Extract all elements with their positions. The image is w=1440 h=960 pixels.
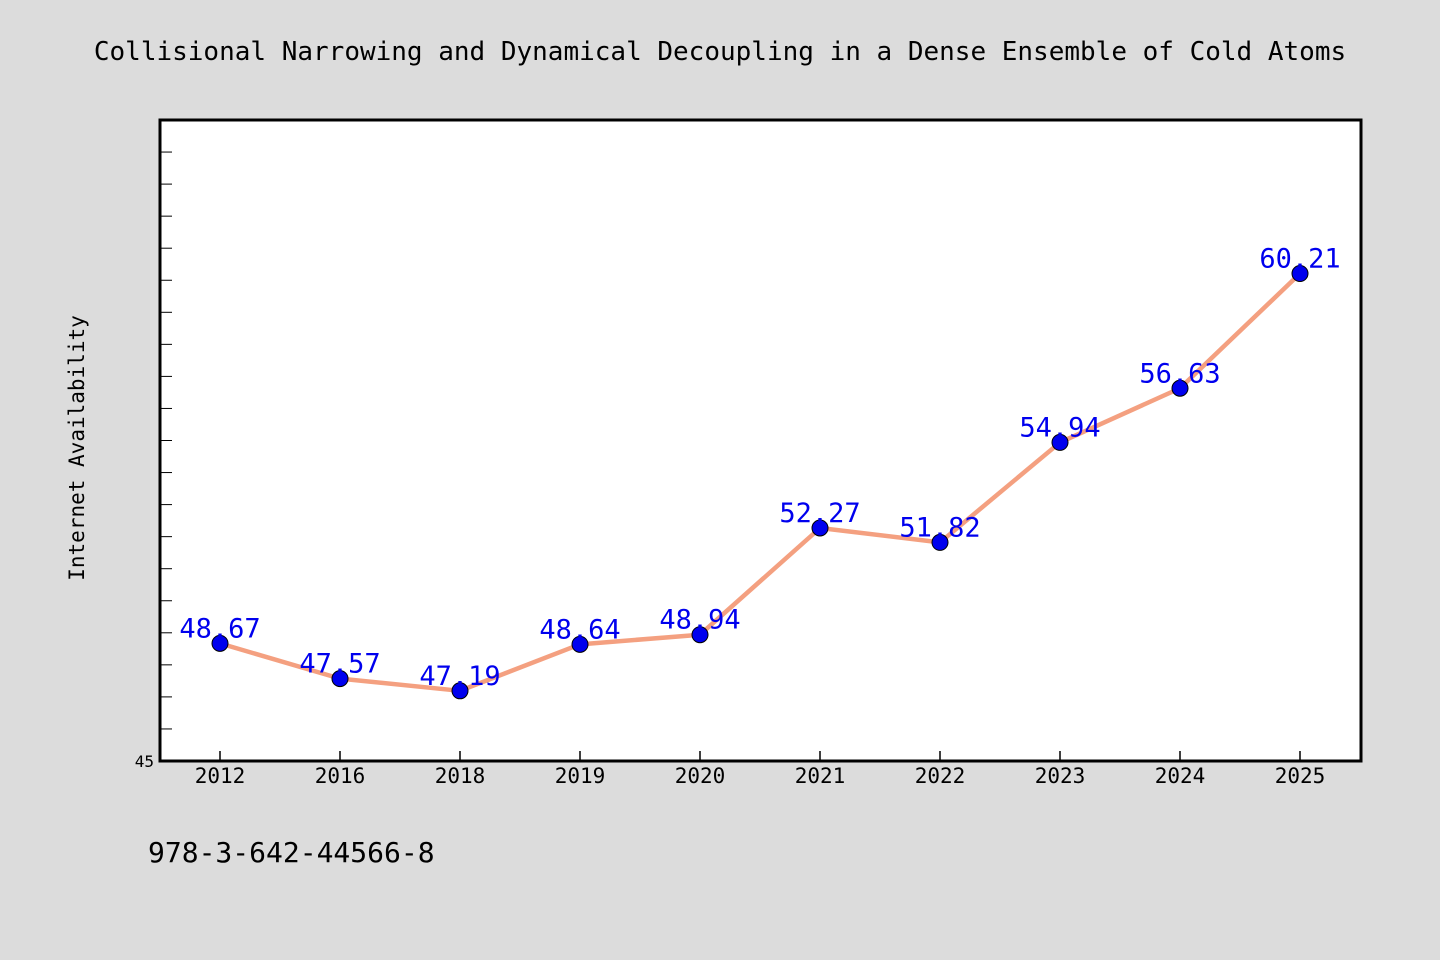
chart-title: Collisional Narrowing and Dynamical Deco… [94, 37, 1346, 67]
data-points-group [211, 265, 1309, 700]
data-label: 51.82 [899, 512, 980, 543]
x-tick-label: 2024 [1155, 764, 1206, 788]
data-label: 48.94 [659, 605, 740, 636]
data-label: 54.94 [1019, 412, 1100, 443]
data-label: 52.27 [779, 498, 860, 529]
x-tick-label: 2021 [795, 764, 846, 788]
y-axis-ticks [160, 151, 172, 730]
data-point [1171, 379, 1189, 397]
x-tick-label: 2012 [195, 764, 246, 788]
x-tick-label: 2018 [435, 764, 486, 788]
data-labels-group: 48.67 47.57 47.19 48.64 48.94 52.27 51.82 54.94… [179, 244, 1340, 692]
data-point [451, 682, 469, 700]
plot-frame [158, 118, 1363, 763]
data-point [691, 626, 709, 644]
y-axis-tick-labels: 45 [135, 752, 154, 771]
data-point [571, 635, 589, 653]
x-tick-label: 2022 [915, 764, 966, 788]
data-label: 60.21 [1259, 244, 1340, 275]
series-line [217, 271, 1303, 694]
x-tick-label: 2016 [315, 764, 366, 788]
data-point [1051, 433, 1069, 451]
data-point [211, 634, 229, 652]
series-line-group [217, 271, 1303, 694]
data-point [811, 519, 829, 537]
data-label: 48.67 [179, 613, 260, 644]
data-label: 48.64 [539, 614, 620, 645]
x-tick-label: 2020 [675, 764, 726, 788]
data-label: 47.57 [299, 649, 380, 680]
x-tick-label: 2019 [555, 764, 606, 788]
y-axis-label: Internet Availability [65, 315, 89, 581]
x-tick-label: 2025 [1275, 764, 1326, 788]
plot-area [160, 120, 1361, 761]
x-axis-ticks: 2012 2016 2018 2019 2020 2021 2022 2023 2024 2025 [195, 751, 1326, 788]
data-point [331, 670, 349, 688]
data-point [931, 533, 949, 551]
x-tick-label: 2023 [1035, 764, 1086, 788]
data-label: 56.63 [1139, 358, 1220, 389]
footer-isbn: 978-3-642-44566-8 [148, 836, 435, 869]
data-point [1291, 265, 1309, 283]
data-label: 47.19 [419, 661, 500, 692]
y-tick-label: 45 [135, 752, 154, 771]
